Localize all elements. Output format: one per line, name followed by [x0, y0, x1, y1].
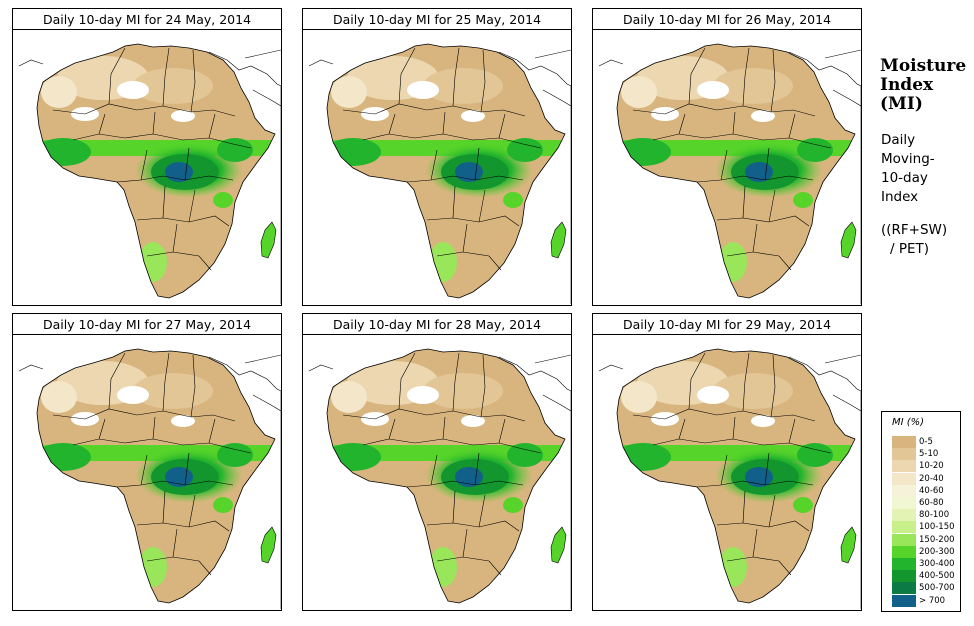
- legend-label: 500-700: [919, 583, 955, 594]
- formula-line: ((RF+SW): [881, 222, 948, 238]
- map-panel: Daily 10-day MI for 29 May, 2014: [592, 313, 862, 611]
- legend-label: 400-500: [919, 571, 955, 582]
- africa-map-graphic: [18, 43, 281, 304]
- map-area: [302, 30, 572, 306]
- africa-map-graphic: [18, 348, 281, 609]
- legend-label: 300-400: [919, 559, 955, 569]
- map-panel: Daily 10-day MI for 25 May, 2014: [302, 8, 572, 306]
- legend-heading-line: (MI): [880, 94, 923, 114]
- africa-map-graphic: [308, 43, 571, 304]
- map-panel: Daily 10-day MI for 26 May, 2014: [592, 8, 862, 306]
- formula-text: ((RF+SW) / PET): [881, 221, 947, 259]
- legend-label: 80-100: [919, 510, 950, 521]
- legend-swatch: [892, 558, 916, 570]
- africa-map-graphic: [598, 43, 861, 304]
- panel-title: Daily 10-day MI for 29 May, 2014: [592, 313, 862, 335]
- legend-swatch: [892, 570, 916, 583]
- panel-title: Daily 10-day MI for 27 May, 2014: [12, 313, 282, 335]
- legend-label: 10-20: [919, 461, 944, 472]
- legend-label: 150-200: [919, 534, 955, 545]
- description-line: Index: [881, 189, 919, 205]
- legend-swatch: [892, 582, 916, 595]
- legend-label: 200-300: [919, 546, 955, 557]
- legend-heading: Moisture Index (MI): [880, 57, 970, 114]
- legend-label: 40-60: [919, 485, 944, 496]
- description-line: Moving-: [881, 151, 935, 167]
- panel-title: Daily 10-day MI for 28 May, 2014: [302, 313, 572, 335]
- legend-swatch: [892, 460, 916, 473]
- description-line: 10-day: [881, 170, 928, 186]
- panel-title: Daily 10-day MI for 24 May, 2014: [12, 8, 282, 30]
- map-area: [592, 335, 862, 611]
- panel-title: Daily 10-day MI for 25 May, 2014: [302, 8, 572, 30]
- legend-label: 0-5: [919, 437, 933, 447]
- legend-title: MI (%): [892, 417, 925, 428]
- legend-swatch: [892, 509, 916, 522]
- map-panel: Daily 10-day MI for 28 May, 2014: [302, 313, 572, 611]
- legend-swatch: [892, 436, 916, 448]
- index-description: Daily Moving- 10-day Index: [881, 131, 935, 207]
- africa-map-graphic: [308, 348, 571, 609]
- legend-label: 100-150: [919, 522, 955, 533]
- map-area: [302, 335, 572, 611]
- map-area: [12, 30, 282, 306]
- legend-swatch: [892, 484, 916, 497]
- map-panel: Daily 10-day MI for 27 May, 2014: [12, 313, 282, 611]
- legend-swatch: [892, 472, 916, 485]
- map-panel: Daily 10-day MI for 24 May, 2014: [12, 8, 282, 306]
- legend-label: > 700: [919, 595, 946, 606]
- map-area: [592, 30, 862, 306]
- map-area: [12, 335, 282, 611]
- legend-swatch: [892, 594, 916, 607]
- legend-swatch: [892, 448, 916, 461]
- legend-swatch: [892, 521, 916, 534]
- legend-label: 5-10: [919, 449, 939, 460]
- legend-label: 60-80: [919, 498, 944, 508]
- legend-swatch: [892, 497, 916, 509]
- panel-title: Daily 10-day MI for 26 May, 2014: [592, 8, 862, 30]
- legend-swatch: [892, 533, 916, 546]
- color-legend: MI (%) 0-5 5-10 10-20 20-40 40-60 60-80 80-100…: [881, 411, 961, 612]
- africa-map-graphic: [598, 348, 861, 609]
- legend-heading-line: Moisture: [880, 56, 967, 76]
- formula-line: / PET): [890, 241, 930, 257]
- legend-heading-line: Index: [880, 75, 934, 95]
- legend-label: 20-40: [919, 473, 944, 484]
- legend-swatch: [892, 545, 916, 558]
- description-line: Daily: [881, 132, 916, 148]
